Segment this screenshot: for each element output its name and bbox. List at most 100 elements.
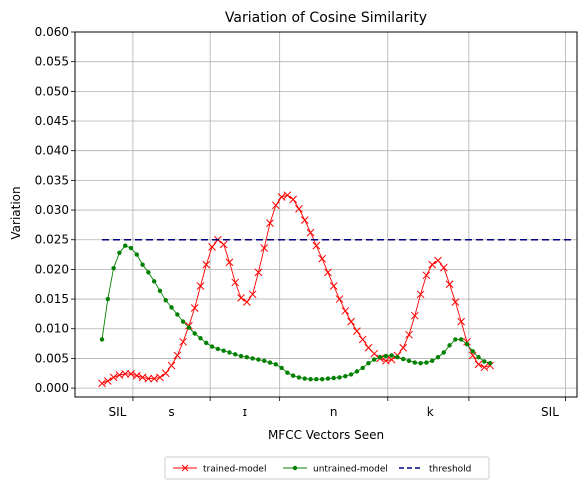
data-point-untrained-model xyxy=(285,370,290,375)
data-point-untrained-model xyxy=(99,337,105,342)
data-point-untrained-model xyxy=(105,296,111,302)
legend-label-untrained-model: untrained-model xyxy=(313,465,388,475)
y-tick-label: 0.030 xyxy=(35,203,69,217)
data-point-untrained-model xyxy=(470,349,475,354)
data-point-untrained-model xyxy=(482,359,487,364)
data-point-untrained-model xyxy=(140,262,145,267)
data-point-trained-model xyxy=(190,304,199,312)
data-point-untrained-model xyxy=(290,373,296,378)
data-point-untrained-model xyxy=(128,245,134,251)
data-point-trained-model xyxy=(231,278,240,287)
data-point-untrained-model xyxy=(273,362,278,367)
data-point-untrained-model xyxy=(250,356,255,361)
data-point-trained-model xyxy=(341,307,350,315)
data-point-untrained-model xyxy=(186,325,192,330)
data-point-untrained-model xyxy=(343,374,348,379)
data-point-trained-model xyxy=(173,351,182,360)
data-point-trained-model xyxy=(208,242,216,251)
data-point-untrained-model xyxy=(487,360,493,366)
data-point-trained-model xyxy=(295,205,303,213)
x-tick-label: s xyxy=(168,405,174,419)
data-point-untrained-model xyxy=(238,353,244,359)
data-point-trained-model xyxy=(324,268,332,277)
data-point-trained-model xyxy=(103,377,112,385)
data-point-untrained-model xyxy=(215,346,221,352)
y-tick-label: 0.040 xyxy=(35,144,69,158)
data-point-untrained-model xyxy=(198,336,203,341)
x-tick-label: ɪ xyxy=(243,405,247,419)
data-point-untrained-model xyxy=(151,279,157,284)
data-point-untrained-model xyxy=(325,376,331,381)
data-point-untrained-model xyxy=(233,352,238,357)
data-point-untrained-model xyxy=(123,243,128,248)
data-point-trained-model xyxy=(474,360,483,369)
data-point-untrained-model xyxy=(418,360,423,366)
x-axis-label: MFCC Vectors Seen xyxy=(268,428,384,442)
data-point-untrained-model xyxy=(348,372,354,377)
data-point-trained-model xyxy=(242,298,251,306)
data-point-untrained-model xyxy=(227,350,232,355)
chart-title: Variation of Cosine Similarity xyxy=(225,10,427,26)
y-tick-label: 0.000 xyxy=(35,381,69,395)
x-tick-label: SIL xyxy=(109,405,127,419)
data-point-untrained-model xyxy=(209,344,215,349)
data-point-untrained-model xyxy=(429,358,435,363)
data-point-trained-model xyxy=(179,337,187,346)
data-point-trained-model xyxy=(318,254,326,263)
data-point-untrained-model xyxy=(366,360,371,366)
data-point-trained-model xyxy=(266,219,274,227)
data-point-trained-model xyxy=(405,330,413,339)
data-point-untrained-model xyxy=(204,340,209,346)
y-tick-label: 0.010 xyxy=(35,322,69,336)
data-point-untrained-model xyxy=(163,298,168,303)
data-point-untrained-model xyxy=(424,360,429,365)
data-point-trained-model xyxy=(156,373,164,382)
x-tick-label: k xyxy=(427,405,434,419)
data-point-trained-model xyxy=(254,268,263,277)
data-point-untrained-model xyxy=(221,348,226,353)
data-point-untrained-model xyxy=(464,341,470,347)
plot-frame xyxy=(74,31,578,398)
legend-marker-untrained-model xyxy=(292,465,298,471)
data-point-trained-model xyxy=(219,240,228,249)
x-tick-label: SIL xyxy=(541,405,559,419)
data-point-trained-model xyxy=(457,317,466,326)
data-point-untrained-model xyxy=(146,270,151,275)
data-point-untrained-model xyxy=(169,305,174,310)
data-point-trained-model xyxy=(428,260,437,269)
data-point-trained-model xyxy=(353,327,361,335)
data-point-trained-model xyxy=(300,216,309,224)
data-point-trained-model xyxy=(144,374,153,383)
data-point-trained-model xyxy=(202,260,211,269)
data-point-trained-model xyxy=(434,256,442,265)
data-point-trained-model xyxy=(237,294,245,302)
data-point-untrained-model xyxy=(244,355,250,360)
data-point-untrained-model xyxy=(175,312,180,317)
data-point-trained-model xyxy=(121,370,130,378)
data-point-trained-model xyxy=(289,195,298,204)
data-point-trained-model xyxy=(312,241,321,250)
data-point-untrained-model xyxy=(117,250,122,255)
y-tick-label: 0.020 xyxy=(35,262,69,276)
legend-frame xyxy=(164,456,490,480)
data-point-trained-model xyxy=(329,282,338,290)
plot-area: 0.000 0.005 0.010 0.015 0.020 0.025 0.030 0.035… xyxy=(35,25,578,419)
data-point-trained-model xyxy=(225,258,234,267)
data-point-untrained-model xyxy=(395,355,400,360)
data-point-trained-model xyxy=(480,363,489,372)
data-point-trained-model xyxy=(161,369,170,378)
data-point-untrained-model xyxy=(435,355,441,360)
data-point-untrained-model xyxy=(192,331,197,336)
data-point-trained-model xyxy=(260,244,269,252)
data-point-untrained-model xyxy=(337,375,342,380)
y-axis-label: Variation xyxy=(9,186,23,239)
data-point-untrained-model xyxy=(302,376,307,381)
data-point-trained-model xyxy=(422,271,431,280)
data-point-trained-model xyxy=(196,282,205,290)
data-point-trained-model xyxy=(451,298,460,306)
data-point-trained-model xyxy=(306,228,315,237)
data-point-trained-model xyxy=(358,335,367,344)
data-point-untrained-model xyxy=(157,288,163,293)
data-point-untrained-model xyxy=(331,375,336,381)
data-point-untrained-model xyxy=(372,357,377,362)
